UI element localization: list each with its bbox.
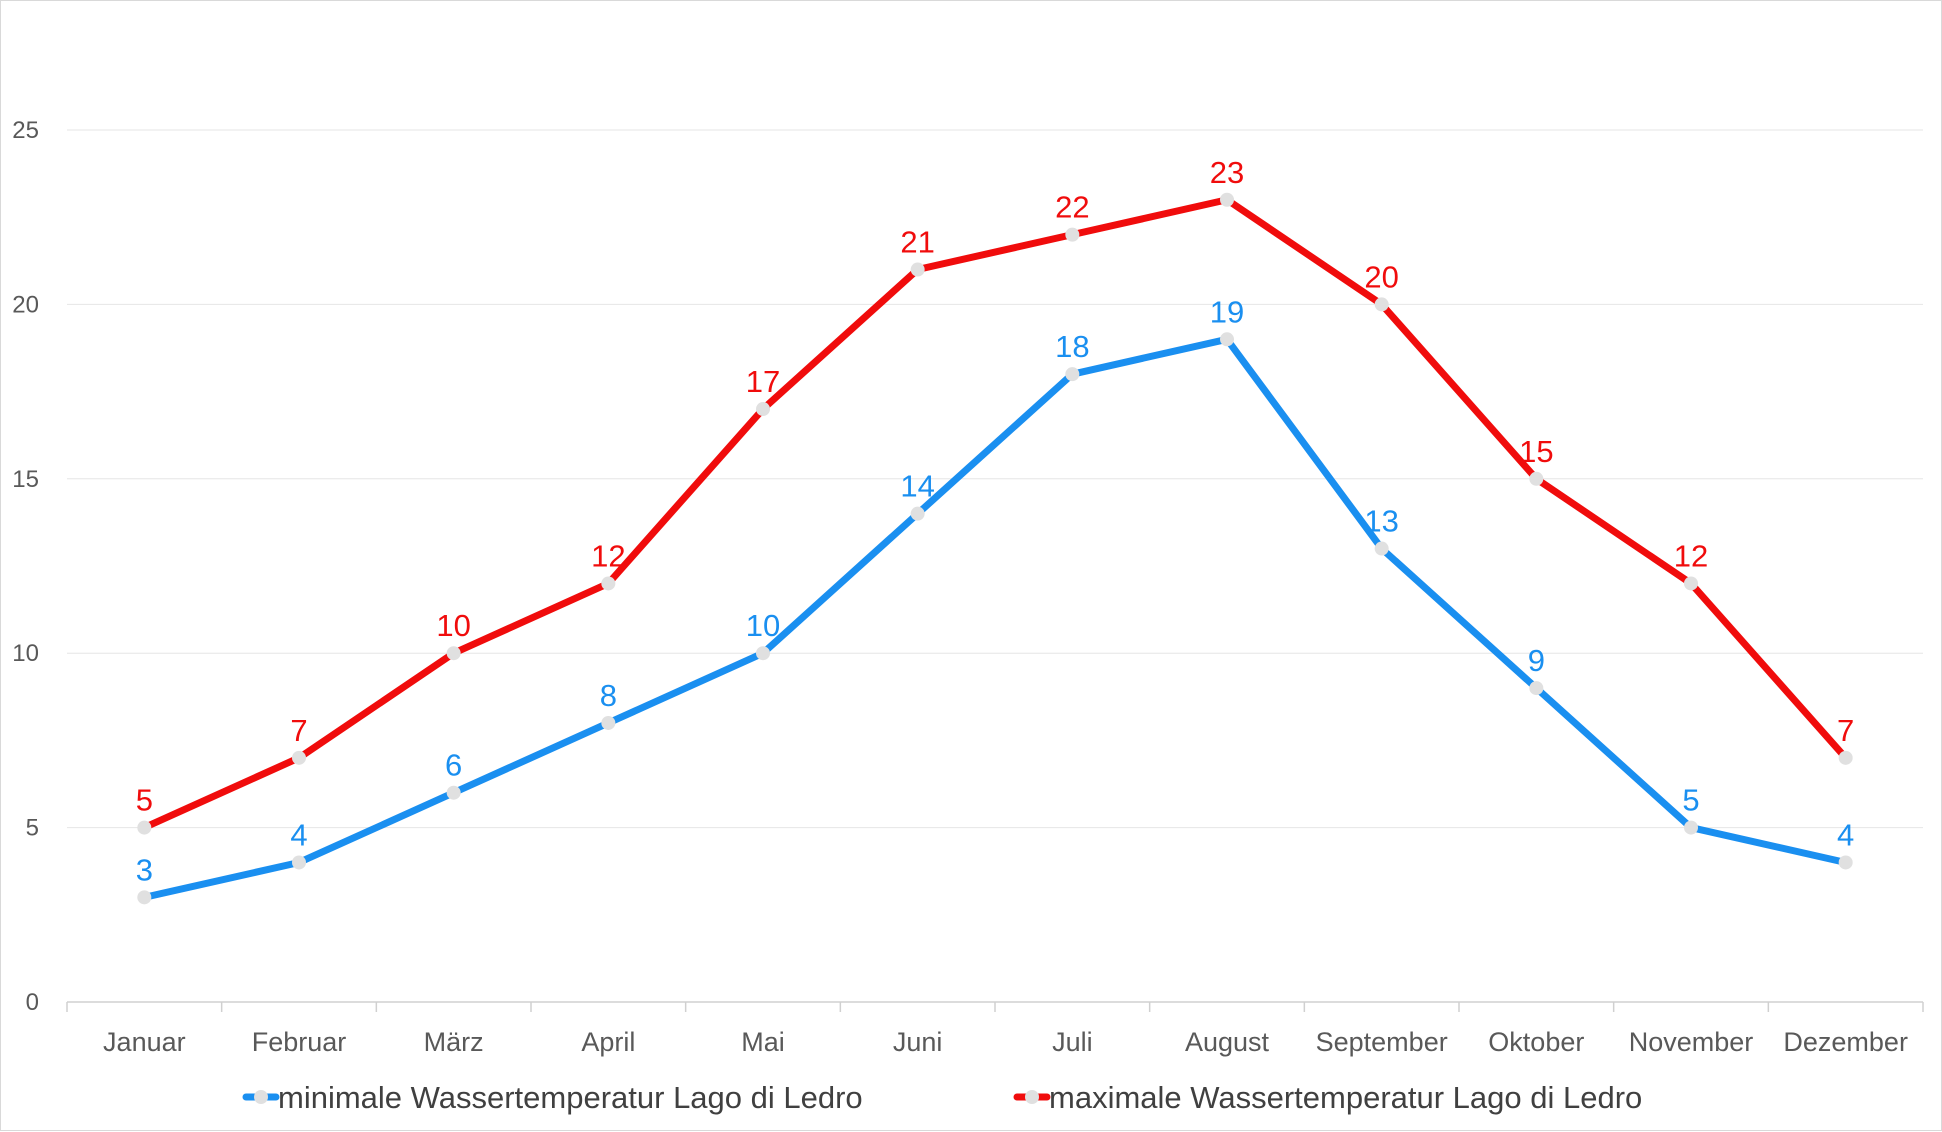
data-label: 4 (1837, 817, 1854, 852)
data-point (1220, 332, 1234, 347)
data-point (1220, 192, 1234, 207)
data-point (1374, 297, 1389, 312)
data-label: 4 (290, 817, 307, 852)
legend-swatch-marker (254, 1090, 268, 1104)
data-point (1065, 367, 1080, 382)
data-point (292, 750, 306, 765)
y-tick-label: 10 (12, 640, 39, 667)
data-label: 10 (746, 608, 780, 643)
data-point (1684, 576, 1698, 591)
x-axis-ticks: Januar Februar März April Mai Juni Juli August S… (103, 1027, 1908, 1057)
data-point (1529, 681, 1544, 696)
x-axis (66, 1001, 1924, 1012)
data-label: 8 (600, 678, 617, 713)
data-label: 21 (900, 225, 934, 260)
data-point (756, 402, 770, 417)
x-tick-label: Oktober (1488, 1027, 1584, 1057)
data-point (601, 576, 616, 591)
data-label: 7 (1837, 713, 1854, 748)
x-tick-label: März (424, 1027, 484, 1057)
data-label: 12 (591, 538, 625, 573)
y-tick-label: 5 (26, 815, 39, 842)
data-label: 12 (1674, 538, 1708, 573)
data-point (446, 785, 461, 800)
y-tick-label: 0 (26, 989, 39, 1016)
series-line (140, 196, 1850, 832)
x-tick-label: Juli (1052, 1027, 1093, 1057)
data-point (137, 820, 152, 835)
legend-label: minimale Wassertemperatur Lago di Ledro (278, 1080, 863, 1115)
data-point (1065, 227, 1080, 242)
data-label: 18 (1055, 329, 1089, 364)
x-tick-label: April (581, 1027, 635, 1057)
legend-label: maximale Wassertemperatur Lago di Ledro (1049, 1080, 1642, 1115)
data-point (1684, 820, 1698, 835)
data-label: 10 (436, 608, 470, 643)
data-label: 9 (1528, 643, 1545, 678)
data-label: 15 (1519, 434, 1553, 469)
legend-swatch-marker (1025, 1090, 1039, 1104)
y-tick-label: 15 (12, 466, 39, 493)
data-point (1838, 750, 1853, 765)
series-line (140, 335, 1850, 901)
x-tick-label: November (1629, 1027, 1754, 1057)
data-label: 14 (900, 469, 934, 504)
data-point (910, 262, 925, 277)
y-tick-label: 20 (12, 291, 39, 318)
data-labels: 3 4 6 8 10 14 18 19 13 9 5 4 5 7 10 12 17 21 22 23 20 15 12 7 (136, 155, 1855, 888)
x-tick-label: September (1316, 1027, 1448, 1057)
data-point (137, 890, 152, 905)
data-label: 7 (290, 713, 307, 748)
legend[interactable]: minimale Wassertemperatur Lago di Ledro m… (242, 1080, 1642, 1115)
data-label: 23 (1210, 155, 1244, 190)
data-label: 20 (1364, 259, 1398, 294)
data-label: 6 (445, 748, 462, 783)
data-label: 19 (1210, 294, 1244, 329)
data-point (756, 646, 770, 661)
data-point (1374, 541, 1389, 556)
data-label: 3 (136, 852, 153, 887)
data-point (1838, 855, 1853, 870)
x-tick-label: Mai (741, 1027, 785, 1057)
data-point (292, 855, 306, 870)
x-tick-label: Dezember (1783, 1027, 1908, 1057)
gridlines (67, 129, 1923, 829)
data-label: 5 (136, 783, 153, 818)
x-tick-label: Juni (893, 1027, 943, 1057)
legend-entry[interactable]: minimale Wassertemperatur Lago di Ledro (242, 1080, 863, 1115)
x-tick-label: Februar (252, 1027, 347, 1057)
data-label: 13 (1364, 504, 1398, 539)
data-point (601, 715, 616, 730)
data-point (910, 506, 925, 521)
data-label: 17 (746, 364, 780, 399)
y-tick-label: 25 (12, 117, 39, 144)
data-point (1529, 471, 1544, 486)
series-group (137, 192, 1853, 905)
x-tick-label: Januar (103, 1027, 186, 1057)
data-label: 5 (1682, 783, 1699, 818)
x-tick-label: August (1185, 1027, 1270, 1057)
data-point (446, 646, 461, 661)
legend-entry[interactable]: maximale Wassertemperatur Lago di Ledro (1013, 1080, 1642, 1115)
y-axis-ticks: 0 5 10 15 20 25 (12, 117, 39, 1016)
data-label: 22 (1055, 190, 1089, 225)
